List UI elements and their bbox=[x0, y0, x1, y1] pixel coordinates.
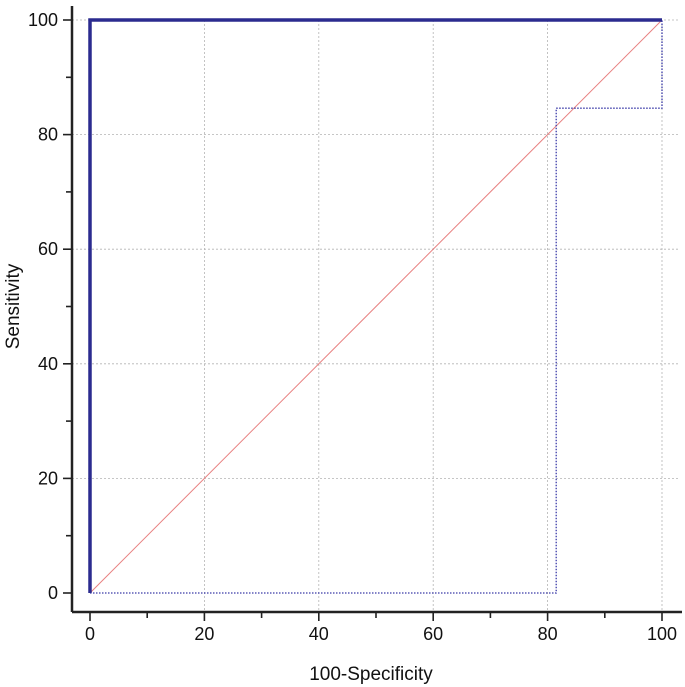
y-tick-label: 0 bbox=[48, 583, 58, 603]
x-tick-label: 20 bbox=[194, 624, 214, 644]
roc-curve-line bbox=[88, 18, 662, 593]
x-tick-label: 80 bbox=[538, 624, 558, 644]
reference-diagonal-line bbox=[89, 19, 663, 594]
y-tick-label: 40 bbox=[38, 354, 58, 374]
y-tick-label: 100 bbox=[28, 10, 58, 30]
x-tick-label: 100 bbox=[647, 624, 677, 644]
axes bbox=[63, 6, 682, 621]
y-axis-title: Sensitivity bbox=[3, 263, 24, 349]
y-tick-label: 20 bbox=[38, 468, 58, 488]
tick-labels: 0 20 40 60 80 100 0 20 40 60 80 100 bbox=[28, 10, 677, 644]
x-tick-label: 60 bbox=[423, 624, 443, 644]
series-group bbox=[88, 18, 663, 594]
x-axis-title: 100-Specificity bbox=[309, 664, 433, 685]
y-tick-label: 60 bbox=[38, 239, 58, 259]
x-tick-label: 0 bbox=[85, 624, 95, 644]
confidence-bound-line bbox=[90, 20, 663, 594]
grid bbox=[72, 19, 680, 612]
y-tick-label: 80 bbox=[38, 125, 58, 145]
x-tick-label: 40 bbox=[309, 624, 329, 644]
